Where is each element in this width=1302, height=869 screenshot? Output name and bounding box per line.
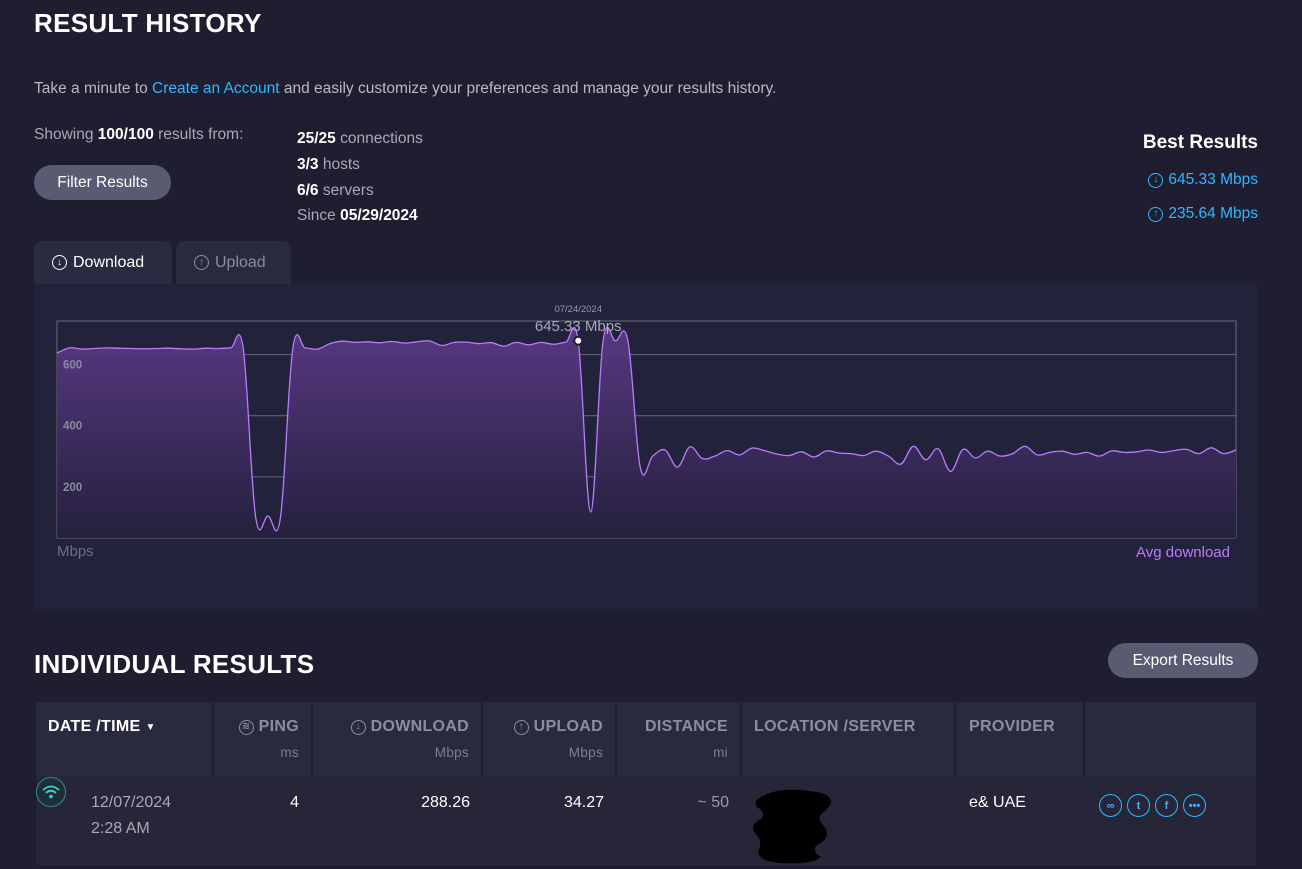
sort-desc-icon: ▼ bbox=[145, 721, 156, 733]
individual-results-title: INDIVIDUAL RESULTS bbox=[34, 649, 315, 679]
tab-upload[interactable]: ↑ Upload bbox=[176, 241, 291, 284]
y-tick-400: 400 bbox=[63, 421, 82, 433]
facebook-icon[interactable]: f bbox=[1155, 794, 1178, 817]
link-icon[interactable]: ∞ bbox=[1099, 794, 1122, 817]
download-chart-panel: 200 400 600 07/24/2024 645.33 Mbps Mbps Av… bbox=[34, 284, 1258, 611]
twitter-icon[interactable]: t bbox=[1127, 794, 1150, 817]
y-tick-600: 600 bbox=[63, 360, 82, 372]
arrow-down-circle-icon: ↓ bbox=[1148, 172, 1164, 188]
ping-icon: ≋ bbox=[238, 719, 254, 735]
best-results-title: Best Results bbox=[1142, 132, 1258, 153]
tooltip-date: 07/24/2024 bbox=[554, 304, 602, 315]
page-title: RESULT HISTORY bbox=[34, 8, 262, 38]
result-actions: ∞ t f ••• bbox=[1099, 794, 1206, 817]
arrow-down-circle-icon: ↓ bbox=[52, 255, 67, 270]
servers-stat: 6/6 servers bbox=[297, 181, 374, 199]
result-download: 288.26 bbox=[421, 794, 470, 811]
arrow-down-circle-icon: ↓ bbox=[350, 719, 366, 735]
y-tick-200: 200 bbox=[63, 482, 82, 494]
showing-count: 100/100 bbox=[97, 126, 154, 143]
column-distance[interactable]: DISTANCE mi bbox=[617, 702, 742, 777]
create-account-link[interactable]: Create an Account bbox=[152, 80, 280, 97]
y-axis-label: Mbps bbox=[57, 543, 94, 560]
result-date[interactable]: 12/07/2024 bbox=[91, 794, 172, 811]
results-table-header: DATE /TIME ▼ ≋ PING ms ↓ DOWNLOAD Mbps ↑ UPL… bbox=[36, 702, 1256, 777]
column-date-time[interactable]: DATE /TIME ▼ bbox=[36, 702, 214, 777]
intro-text: Take a minute to Create an Account and e… bbox=[34, 80, 777, 97]
arrow-up-circle-icon: ↑ bbox=[513, 719, 529, 735]
tooltip-value: 645.33 Mbps bbox=[535, 318, 622, 335]
showing-summary: Showing 100/100 results from: bbox=[34, 126, 244, 143]
column-location-server[interactable]: LOCATION /SERVER bbox=[742, 702, 956, 777]
column-provider[interactable]: PROVIDER bbox=[956, 702, 1085, 777]
since-stat: Since 05/29/2024 bbox=[297, 207, 418, 225]
result-provider: e& UAE bbox=[969, 794, 1026, 811]
wifi-icon bbox=[36, 777, 66, 807]
result-distance: ~ 50 bbox=[697, 794, 729, 811]
location-redaction bbox=[751, 789, 841, 869]
tab-download[interactable]: ↓ Download bbox=[34, 241, 172, 284]
export-results-button[interactable]: Export Results bbox=[1108, 643, 1258, 678]
filter-stats: 25/25 connections 3/3 hosts 6/6 servers … bbox=[297, 126, 423, 229]
best-download[interactable]: ↓ 645.33 Mbps bbox=[1148, 171, 1258, 189]
table-row[interactable]: 12/07/2024 2:28 AM 4 288.26 34.27 ~ 50 e… bbox=[36, 777, 1256, 865]
column-download[interactable]: ↓ DOWNLOAD Mbps bbox=[313, 702, 483, 777]
legend-avg-download[interactable]: Avg download bbox=[1136, 544, 1230, 561]
result-upload: 34.27 bbox=[563, 794, 604, 811]
result-time: 2:28 AM bbox=[91, 820, 150, 837]
column-ping[interactable]: ≋ PING ms bbox=[214, 702, 313, 777]
column-actions bbox=[1085, 702, 1256, 777]
column-upload[interactable]: ↑ UPLOAD Mbps bbox=[483, 702, 617, 777]
tooltip-point bbox=[573, 335, 584, 346]
arrow-up-circle-icon: ↑ bbox=[1148, 206, 1164, 222]
more-icon[interactable]: ••• bbox=[1183, 794, 1206, 817]
result-ping: 4 bbox=[290, 794, 299, 811]
hosts-stat: 3/3 hosts bbox=[297, 155, 360, 173]
best-upload[interactable]: ↑ 235.64 Mbps bbox=[1148, 205, 1258, 223]
download-line bbox=[56, 326, 1237, 532]
download-area bbox=[57, 327, 1236, 538]
download-history-chart[interactable]: 200 400 600 07/24/2024 645.33 Mbps Mbps Av… bbox=[34, 284, 1258, 611]
filter-results-button[interactable]: Filter Results bbox=[34, 165, 171, 200]
arrow-up-circle-icon: ↑ bbox=[194, 255, 209, 270]
connections-stat: 25/25 connections bbox=[297, 130, 423, 147]
